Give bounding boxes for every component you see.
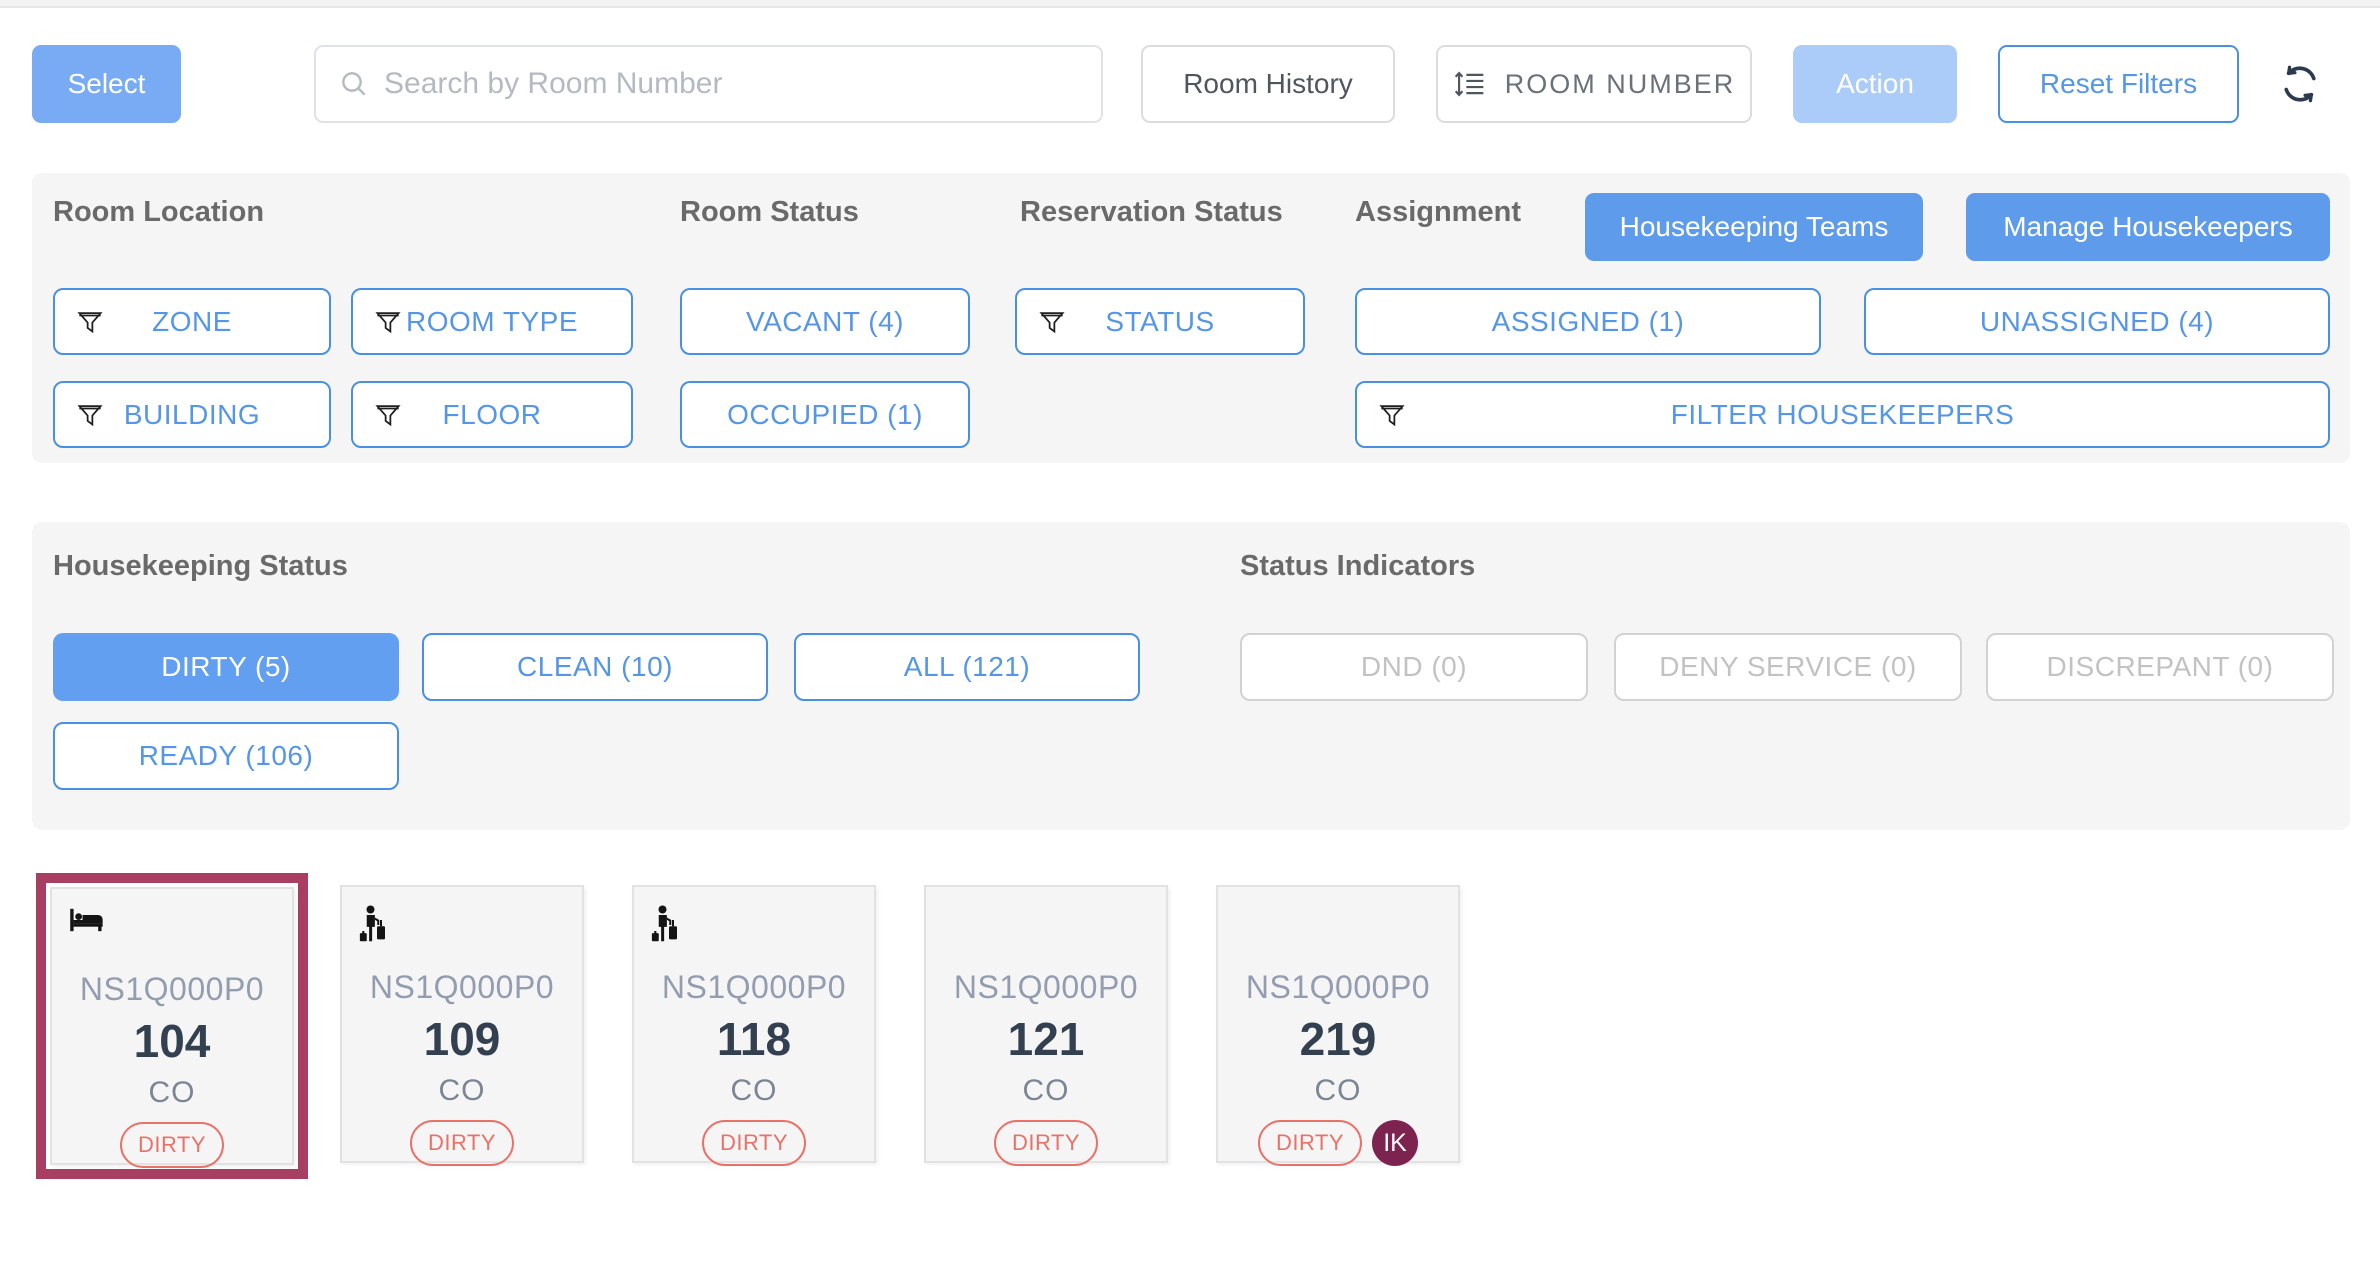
room-status-title: Room Status — [680, 196, 859, 228]
guest-with-luggage-icon — [358, 905, 388, 945]
guest-with-luggage-icon — [650, 905, 680, 945]
toolbar: Select Room History — [0, 45, 2380, 123]
dirty-status-badge: DIRTY — [1257, 1120, 1363, 1166]
action-button[interactable]: Action — [1793, 45, 1957, 123]
room-search-box[interactable] — [314, 45, 1103, 123]
zone-filter-button[interactable]: ZONE — [53, 288, 331, 355]
floor-filter-button[interactable]: FLOOR — [351, 381, 633, 448]
refresh-icon[interactable] — [2278, 45, 2322, 123]
room-card-109[interactable]: NS1Q000P0 109 CO DIRTY — [340, 885, 584, 1166]
building-filter-button[interactable]: BUILDING — [53, 381, 331, 448]
housekeeping-status-panel: Housekeeping Status Status Indicators DI… — [32, 522, 2350, 830]
selected-room-highlight: NS1Q000P0 104 CO DIRTY — [36, 873, 308, 1179]
assignment-title: Assignment — [1355, 196, 1521, 228]
room-unit-code: NS1Q000P0 — [661, 969, 847, 1005]
filter-funnel-icon — [375, 402, 401, 428]
dirty-filter-button[interactable]: DIRTY (5) — [53, 633, 399, 701]
status-label: STATUS — [1105, 305, 1215, 337]
dirty-status-badge: DIRTY — [993, 1120, 1099, 1166]
filter-funnel-icon — [77, 309, 103, 335]
ready-filter-button[interactable]: READY (106) — [53, 722, 399, 790]
sort-label: ROOM NUMBER — [1504, 68, 1736, 99]
reservation-status-code: CO — [148, 1076, 196, 1109]
reservation-status-code: CO — [1314, 1074, 1362, 1107]
room-unit-code: NS1Q000P0 — [369, 969, 555, 1005]
floor-label: FLOOR — [442, 398, 542, 430]
housekeeping-teams-button[interactable]: Housekeeping Teams — [1585, 193, 1923, 261]
status-filter-button[interactable]: STATUS — [1015, 288, 1305, 355]
room-unit-code: NS1Q000P0 — [953, 969, 1139, 1005]
room-history-button[interactable]: Room History — [1141, 45, 1395, 123]
clean-filter-button[interactable]: CLEAN (10) — [422, 633, 768, 701]
room-card-219[interactable]: NS1Q000P0 219 CO DIRTY IK — [1216, 885, 1460, 1166]
all-filter-button[interactable]: ALL (121) — [794, 633, 1140, 701]
reset-filters-button[interactable]: Reset Filters — [1998, 45, 2239, 123]
assigned-filter-button[interactable]: ASSIGNED (1) — [1355, 288, 1821, 355]
filters-panel: Room Location Room Status Reservation St… — [32, 173, 2350, 463]
zone-label: ZONE — [152, 305, 232, 337]
unassigned-filter-button[interactable]: UNASSIGNED (4) — [1864, 288, 2330, 355]
building-label: BUILDING — [123, 398, 261, 430]
select-button[interactable]: Select — [32, 45, 181, 123]
room-card-grid: NS1Q000P0 104 CO DIRTY — [32, 873, 1460, 1179]
housekeeper-initials-badge: IK — [1372, 1120, 1419, 1166]
room-card-104[interactable]: NS1Q000P0 104 CO DIRTY — [50, 887, 294, 1168]
search-icon — [338, 68, 370, 100]
room-card-118[interactable]: NS1Q000P0 118 CO DIRTY — [632, 885, 876, 1166]
discrepant-indicator-button[interactable]: DISCREPANT (0) — [1986, 633, 2334, 701]
filter-funnel-icon — [375, 309, 401, 335]
reservation-status-code: CO — [1022, 1074, 1070, 1107]
room-number: 118 — [716, 1013, 792, 1065]
manage-housekeepers-button[interactable]: Manage Housekeepers — [1966, 193, 2330, 261]
filter-funnel-icon — [77, 402, 103, 428]
sort-order-button[interactable]: ROOM NUMBER — [1436, 45, 1752, 123]
room-unit-code: NS1Q000P0 — [79, 971, 265, 1007]
room-number: 104 — [133, 1015, 211, 1067]
room-type-filter-button[interactable]: ROOM TYPE — [351, 288, 633, 355]
reservation-status-title: Reservation Status — [1020, 196, 1283, 228]
room-number: 121 — [1007, 1013, 1085, 1065]
filter-funnel-icon — [1039, 309, 1065, 335]
dnd-indicator-button[interactable]: DND (0) — [1240, 633, 1588, 701]
deny-service-indicator-button[interactable]: DENY SERVICE (0) — [1614, 633, 1962, 701]
vacant-filter-button[interactable]: VACANT (4) — [680, 288, 970, 355]
dirty-status-badge: DIRTY — [701, 1120, 807, 1166]
reservation-status-code: CO — [438, 1074, 486, 1107]
search-input[interactable] — [384, 67, 1079, 101]
housekeeping-status-title: Housekeeping Status — [53, 550, 348, 582]
status-indicators-title: Status Indicators — [1240, 550, 1476, 582]
top-divider-strip — [0, 0, 2380, 8]
occupied-filter-button[interactable]: OCCUPIED (1) — [680, 381, 970, 448]
dirty-status-badge: DIRTY — [409, 1120, 515, 1166]
dirty-status-badge: DIRTY — [119, 1122, 225, 1168]
room-card-121[interactable]: NS1Q000P0 121 CO DIRTY — [924, 885, 1168, 1166]
room-unit-code: NS1Q000P0 — [1245, 969, 1431, 1005]
sort-icon — [1453, 68, 1487, 100]
occupied-bed-icon — [68, 907, 106, 933]
room-number: 109 — [423, 1013, 501, 1065]
room-number: 219 — [1299, 1013, 1377, 1065]
room-type-label: ROOM TYPE — [405, 305, 578, 337]
room-location-title: Room Location — [53, 196, 265, 228]
reservation-status-code: CO — [730, 1074, 778, 1107]
filter-housekeepers-button[interactable]: FILTER HOUSEKEEPERS — [1355, 381, 2330, 448]
filter-funnel-icon — [1379, 402, 1405, 428]
filter-housekeepers-label: FILTER HOUSEKEEPERS — [1670, 398, 2015, 430]
